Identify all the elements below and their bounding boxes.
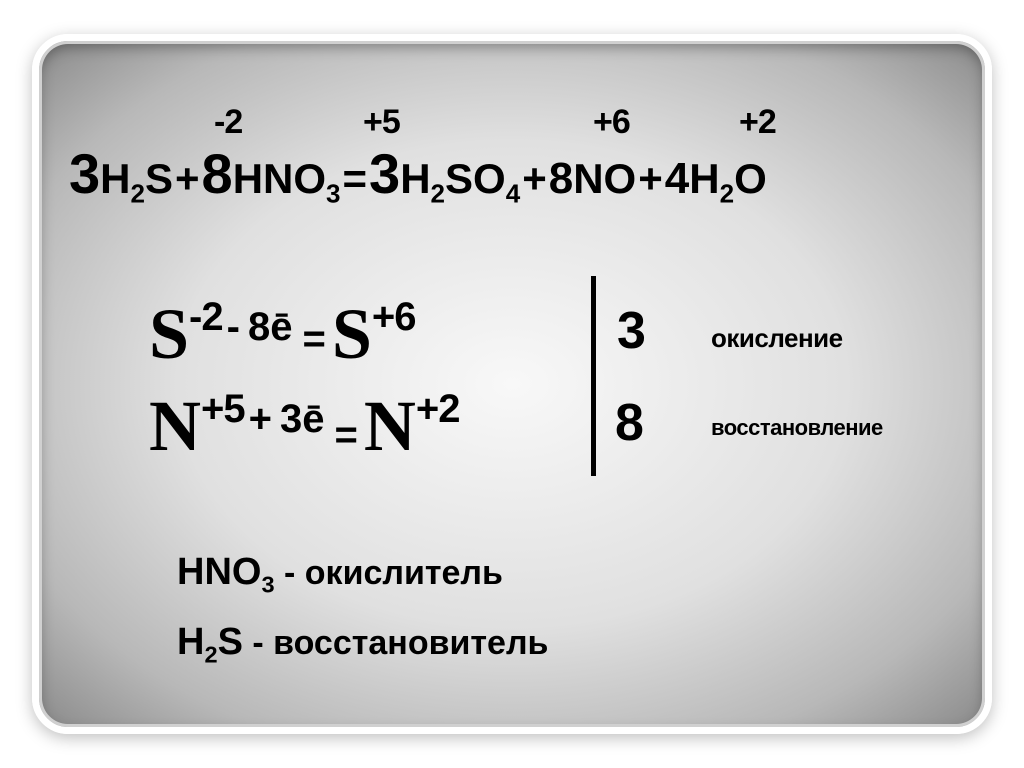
- product-h2so4: H2SO4: [400, 155, 520, 209]
- op-equals: =: [341, 155, 370, 203]
- op-minus: -: [223, 305, 244, 349]
- charge-n-from: +5: [201, 387, 245, 431]
- op-plus-3: +: [636, 155, 665, 203]
- coef-2: 8: [202, 141, 233, 206]
- charge-s-to: +6: [372, 295, 416, 339]
- concl-text-2: - восстановитель: [243, 624, 549, 662]
- electrons-3e: 3ē: [276, 397, 329, 442]
- sub-3: 3: [326, 178, 340, 208]
- oxstate-s-right: +6: [593, 103, 630, 142]
- oxstate-s-left: -2: [214, 103, 242, 142]
- coef-1: 3: [69, 141, 100, 206]
- eq-2: =: [328, 413, 363, 457]
- charge-s-from: -2: [189, 295, 223, 339]
- product-no: NO: [573, 155, 636, 203]
- conclusion-oxidizer: HNO3 - окислитель: [177, 551, 503, 599]
- sym-h3: H: [689, 155, 719, 202]
- sym-h2: H: [400, 155, 430, 202]
- oxstate-n-left: +5: [363, 103, 400, 142]
- atom-n-right: N: [364, 386, 416, 466]
- product-h2o: H2O: [689, 155, 767, 209]
- sub-2b: 2: [431, 178, 445, 208]
- multiplier-3: 3: [617, 301, 646, 361]
- num-8: 8: [248, 305, 270, 349]
- reactant-h2s: H2S: [100, 155, 173, 209]
- eq-1: =: [296, 317, 331, 361]
- sym-hno: HNO: [233, 155, 326, 202]
- reactant-hno3: HNO3: [233, 155, 341, 209]
- sym-so: SO: [445, 155, 506, 202]
- sym-s: S: [145, 155, 173, 202]
- slide-frame: -2 +5 +6 +2 3H2S+8HNO3=3H2SO4+8NO+4H2O S…: [32, 34, 992, 734]
- charge-n-to: +2: [416, 387, 460, 431]
- concl-h2s: H2S: [177, 621, 243, 663]
- half-reaction-n: N+5+ 3ē =N+2: [149, 385, 459, 468]
- op-plus-half: +: [245, 397, 276, 441]
- multiplier-8: 8: [615, 393, 644, 453]
- concl-text-1: - окислитель: [275, 554, 503, 592]
- op-plus-1: +: [173, 155, 202, 203]
- c-sym-s: S: [218, 621, 243, 663]
- e-symbol-1: ē: [270, 305, 292, 349]
- atom-s-left: S: [149, 294, 189, 374]
- concl-hno3: HNO3: [177, 551, 275, 593]
- sym-o: O: [734, 155, 767, 202]
- electrons-8e: 8ē: [244, 305, 297, 350]
- label-oxidation: окисление: [711, 323, 843, 354]
- num-3: 3: [280, 397, 302, 441]
- label-reduction: восстановление: [711, 415, 883, 441]
- op-plus-2: +: [520, 155, 549, 203]
- sym-h: H: [100, 155, 130, 202]
- coef-3: 3: [369, 141, 400, 206]
- atom-s-right: S: [332, 294, 372, 374]
- coef-4: 8: [549, 154, 573, 204]
- conclusion-reducer: H2S - восстановитель: [177, 621, 548, 669]
- balance-divider: [591, 276, 596, 476]
- oxstate-n-right: +2: [739, 103, 776, 142]
- sub-2c: 2: [720, 178, 734, 208]
- coef-5: 4: [665, 154, 689, 204]
- c-sub-2: 2: [204, 642, 217, 668]
- sub-2: 2: [131, 178, 145, 208]
- c-sym-hno: HNO: [177, 551, 261, 593]
- half-reaction-s: S-2- 8ē =S+6: [149, 293, 415, 376]
- sub-4: 4: [506, 178, 520, 208]
- atom-n-left: N: [149, 386, 201, 466]
- c-sym-h: H: [177, 621, 204, 663]
- main-equation: 3H2S+8HNO3=3H2SO4+8NO+4H2O: [69, 141, 965, 209]
- e-symbol-2: ē: [302, 397, 324, 441]
- c-sub-3: 3: [261, 572, 274, 598]
